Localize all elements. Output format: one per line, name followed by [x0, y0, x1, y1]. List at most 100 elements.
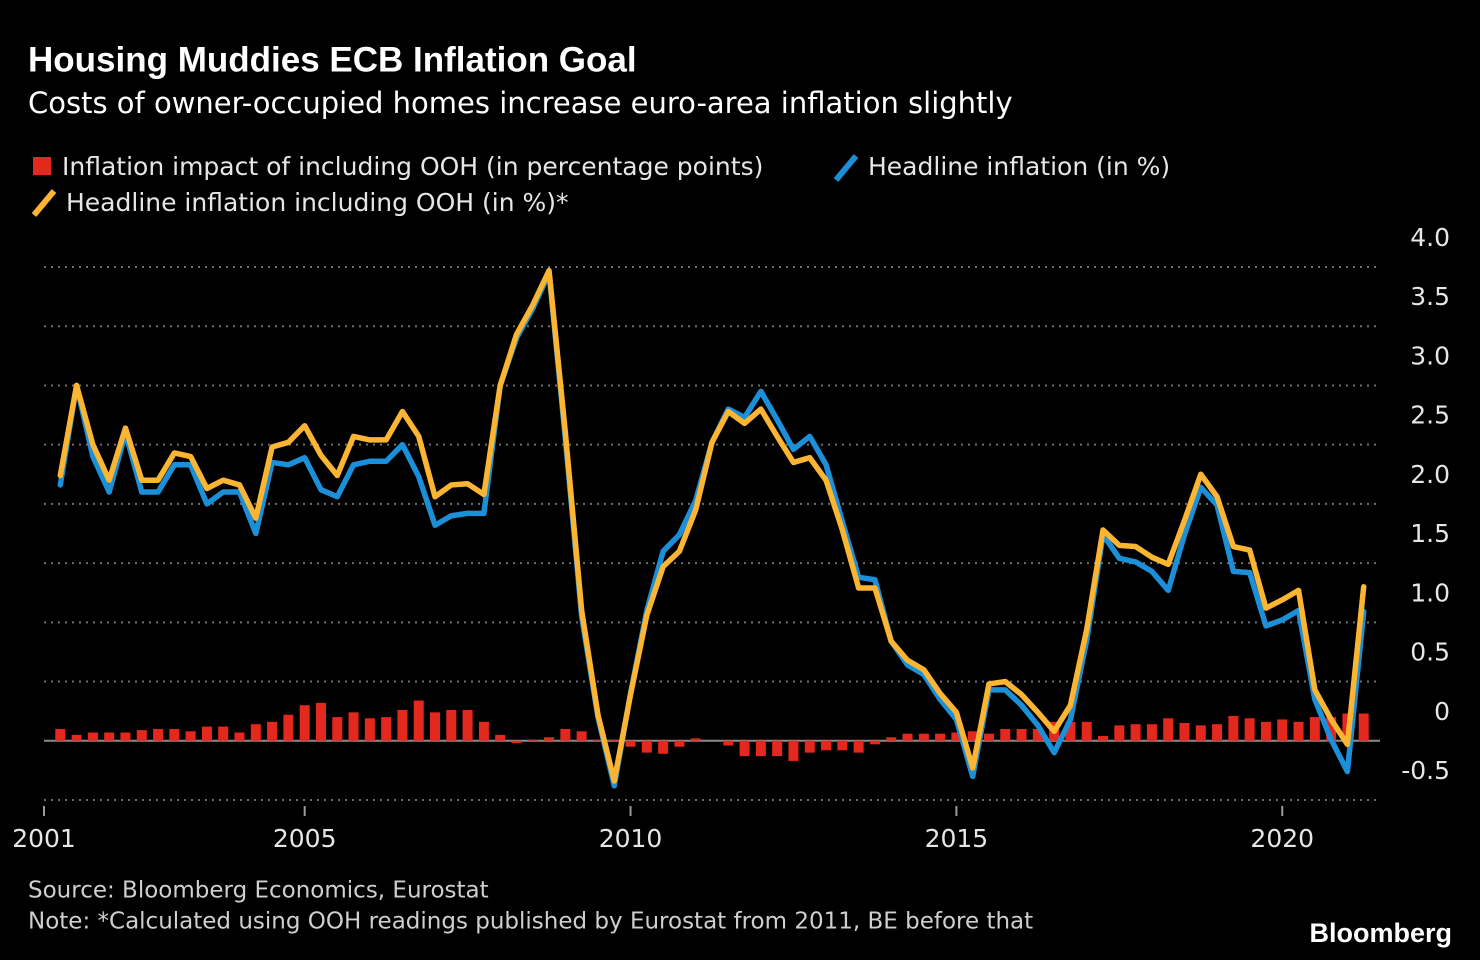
legend-swatch — [31, 189, 57, 217]
bar — [1081, 721, 1092, 741]
bar — [185, 731, 196, 741]
x-tick-label: 2001 — [12, 824, 76, 853]
bar — [381, 717, 392, 741]
footnote: Note: *Calculated using OOH readings pub… — [28, 909, 1033, 935]
bar — [332, 717, 343, 741]
bar — [641, 740, 652, 753]
bar — [169, 728, 180, 741]
bar — [755, 740, 766, 757]
bar — [299, 705, 310, 741]
bar — [723, 740, 734, 746]
bar — [1260, 721, 1271, 741]
legend-label: Headline inflation including OOH (in %)* — [66, 188, 569, 217]
bar — [772, 740, 783, 757]
bar — [967, 731, 978, 741]
bar — [918, 733, 929, 741]
legend-swatch — [833, 154, 859, 182]
bar — [1309, 717, 1320, 741]
legend-swatch — [33, 157, 51, 175]
bar — [935, 733, 946, 741]
bar — [1146, 724, 1157, 741]
bar — [1212, 724, 1223, 741]
chart-title: Housing Muddies ECB Inflation Goal — [28, 40, 637, 79]
bar — [886, 737, 897, 741]
x-tick-label: 2010 — [599, 824, 663, 853]
line-series — [57, 270, 1367, 789]
y-tick-label: 3.0 — [1410, 341, 1450, 370]
bar — [1065, 721, 1076, 741]
bar — [267, 721, 278, 741]
bar — [283, 714, 294, 741]
source-note: Source: Bloomberg Economics, Eurostat — [28, 878, 489, 904]
x-tick-label: 2005 — [273, 824, 337, 853]
bar — [1326, 717, 1337, 741]
bar — [462, 709, 473, 741]
bar — [739, 740, 750, 757]
y-tick-label: 4.0 — [1410, 223, 1450, 252]
bar — [104, 732, 115, 741]
bar — [1358, 713, 1369, 741]
bar — [1098, 736, 1109, 741]
bar — [430, 712, 441, 741]
bar — [592, 739, 603, 741]
bar — [1163, 718, 1174, 741]
bar — [315, 702, 326, 741]
bar — [1000, 728, 1011, 741]
y-tick-label: 0.5 — [1410, 638, 1450, 667]
y-tick-label: 0 — [1434, 697, 1450, 726]
bar — [136, 730, 147, 741]
bar — [87, 732, 98, 741]
bar — [1032, 728, 1043, 741]
bar — [902, 733, 913, 741]
bar — [511, 740, 522, 744]
bar — [658, 740, 669, 754]
bar — [1228, 715, 1239, 741]
y-tick-label: 1.5 — [1410, 519, 1450, 548]
bar — [234, 732, 245, 741]
bar — [478, 721, 489, 741]
bar — [1244, 718, 1255, 741]
bar — [983, 733, 994, 741]
y-tick-label: 2.0 — [1410, 460, 1450, 489]
bar — [218, 726, 229, 741]
bar — [364, 718, 375, 741]
x-tick-label: 2015 — [925, 824, 989, 853]
bar — [625, 740, 636, 747]
bar — [55, 728, 66, 741]
bar — [951, 732, 962, 741]
bar — [1114, 725, 1125, 741]
y-tick-label: 2.5 — [1410, 401, 1450, 430]
brand-logo: Bloomberg — [1309, 918, 1452, 948]
y-tick-label: 3.5 — [1410, 282, 1450, 311]
bar — [1195, 725, 1206, 741]
bar — [821, 740, 832, 751]
legend-label: Headline inflation (in %) — [868, 152, 1170, 181]
bar — [397, 709, 408, 741]
bar — [1277, 719, 1288, 741]
bar — [495, 734, 506, 741]
x-tick-label: 2020 — [1250, 824, 1314, 853]
bar — [413, 700, 424, 741]
bar — [1130, 724, 1141, 741]
bar — [609, 739, 620, 741]
bar — [527, 739, 538, 741]
bar — [1293, 721, 1304, 741]
line-series — [57, 267, 1367, 784]
bar — [201, 726, 212, 741]
bar — [348, 712, 359, 741]
y-tick-label: 1.0 — [1410, 578, 1450, 607]
bar — [869, 740, 880, 745]
bar — [1016, 728, 1027, 741]
y-tick-label: -0.5 — [1401, 756, 1450, 785]
bar — [837, 740, 848, 751]
bar — [576, 731, 587, 741]
bar — [250, 724, 261, 741]
bar — [1179, 723, 1190, 741]
bar — [674, 740, 685, 747]
bar — [153, 728, 164, 741]
bar — [788, 740, 799, 761]
bar — [544, 737, 555, 741]
